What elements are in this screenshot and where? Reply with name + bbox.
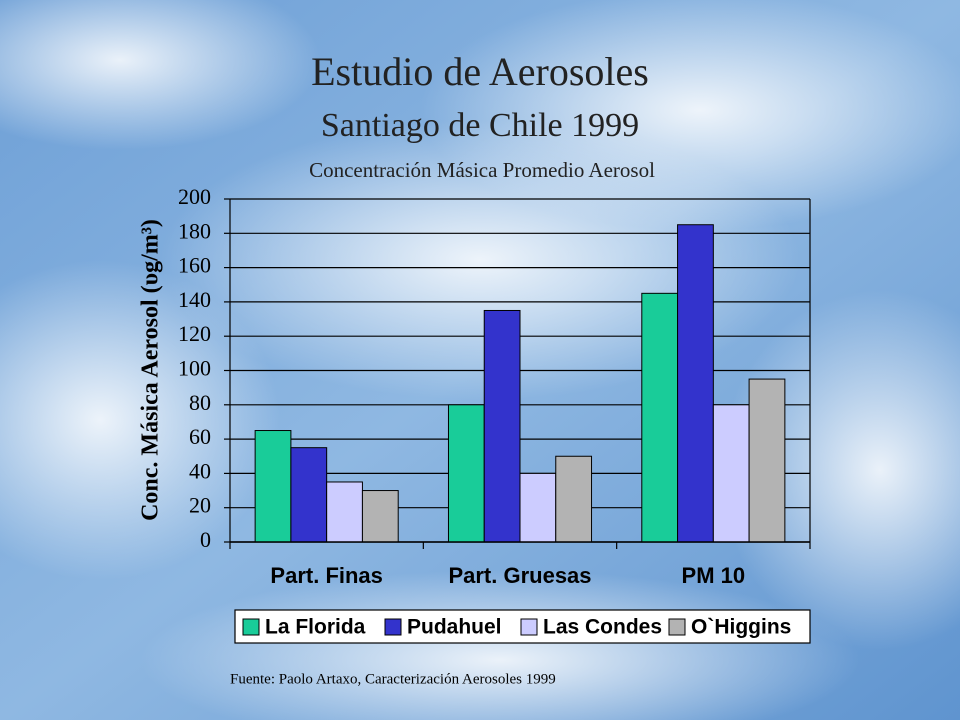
bar	[519, 472, 557, 543]
bar	[483, 309, 521, 543]
plot-title: Concentración Másica Promedio Aerosol	[309, 158, 655, 182]
x-tick-label: Part. Gruesas	[448, 563, 591, 588]
y-tick-label: 100	[178, 356, 211, 381]
x-tick-label: Part. Finas	[270, 563, 382, 588]
y-tick-label: 60	[189, 424, 211, 449]
subtitle: Santiago de Chile 1999	[321, 107, 639, 144]
y-tick-label: 160	[178, 253, 211, 278]
bar	[712, 404, 750, 543]
legend-swatch	[242, 618, 260, 636]
bar	[677, 224, 714, 543]
y-tick-label: 0	[200, 527, 211, 552]
y-tick-label: 140	[178, 287, 211, 312]
legend-label: O`Higgins	[691, 616, 791, 639]
source-note: Fuente: Paolo Artaxo, Caracterización Ae…	[230, 671, 556, 687]
bar	[326, 481, 363, 543]
title: Estudio de Aerosoles	[311, 49, 649, 94]
legend-label: Pudahuel	[407, 616, 502, 639]
y-tick-label: 120	[178, 321, 211, 346]
y-tick-label: 180	[178, 218, 211, 243]
bar	[254, 430, 292, 543]
bar	[555, 455, 593, 543]
x-tick-label: PM 10	[682, 563, 746, 588]
y-tick-label: 80	[189, 390, 211, 415]
bar	[361, 490, 399, 543]
legend-label: Las Condes	[543, 616, 662, 639]
y-tick-label: 200	[178, 184, 211, 209]
legend-swatch	[520, 618, 538, 636]
legend-swatch	[668, 618, 686, 636]
y-tick-label: 20	[189, 493, 211, 518]
bar	[641, 292, 679, 543]
legend-label: La Florida	[265, 616, 366, 639]
legend-swatch	[384, 618, 402, 636]
bar	[290, 447, 328, 543]
bar	[748, 378, 786, 543]
y-axis-label: Conc. Másica Aerosol (υg/m³)	[138, 219, 164, 521]
bar	[447, 404, 485, 543]
y-tick-label: 40	[189, 458, 211, 483]
